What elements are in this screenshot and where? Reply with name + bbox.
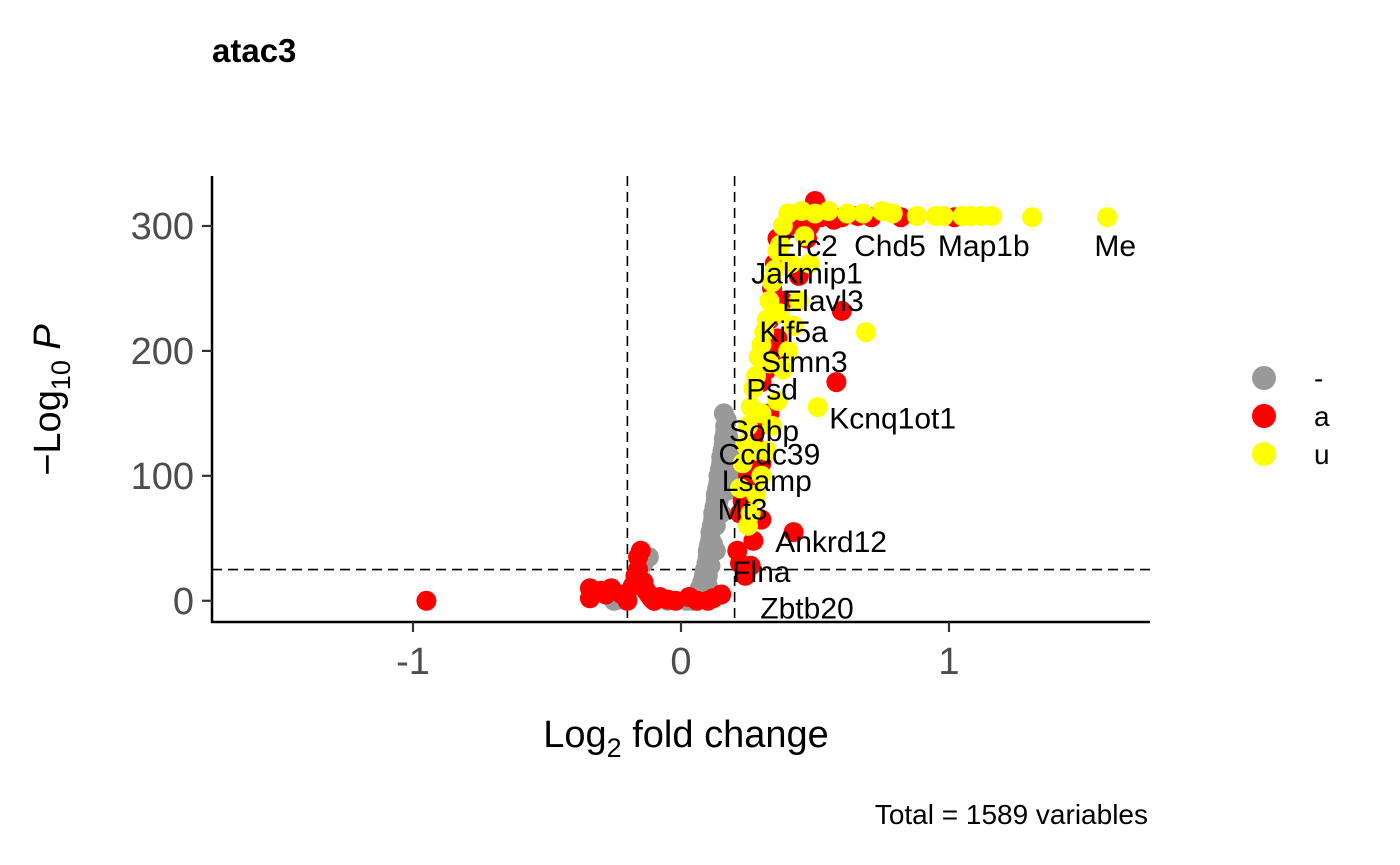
gene-label: Flna: [732, 556, 791, 589]
legend-label: a: [1314, 401, 1330, 432]
data-point: [767, 390, 788, 411]
y-tick-label: 100: [131, 456, 194, 498]
gene-label: Zbtb20: [760, 592, 853, 625]
data-point: [826, 372, 847, 393]
data-point: [751, 403, 772, 424]
x-axis-title: Log2 fold change: [543, 714, 829, 763]
data-point: [981, 206, 1002, 226]
axis-ticks: -1 0 1 0 100 200 300: [131, 206, 960, 683]
data-point: [717, 425, 738, 446]
data-point: [778, 340, 799, 361]
data-point: [764, 259, 785, 280]
data-point: [759, 353, 780, 374]
data-point: [732, 453, 753, 474]
data-point: [617, 590, 638, 611]
gene-label: Map1b: [938, 230, 1030, 263]
gene-label: Ankrd12: [775, 526, 887, 559]
data-point: [933, 206, 954, 226]
data-point: [770, 234, 791, 255]
gene-label: Lsamp: [722, 465, 812, 498]
gene-label: Psd: [746, 374, 798, 407]
data-point: [906, 206, 927, 226]
data-point: [882, 203, 903, 224]
data-point: [738, 515, 758, 536]
data-point: [855, 322, 876, 343]
gene-label: Erc2: [776, 230, 838, 263]
data-point: [738, 415, 758, 436]
data-points: [416, 191, 1118, 611]
data-point: [794, 226, 815, 246]
data-point: [700, 555, 721, 576]
gene-label: Chd5: [854, 230, 926, 263]
caption: Total = 1589 variables: [875, 799, 1148, 830]
data-point: [416, 590, 437, 611]
gene-label: Kif5a: [759, 316, 828, 349]
data-point: [746, 484, 766, 505]
gene-label: Elavl3: [782, 285, 864, 318]
legend-key: [1252, 366, 1276, 390]
data-point: [831, 300, 852, 321]
data-point: [1097, 207, 1118, 228]
data-point: [711, 503, 732, 524]
data-point: [705, 540, 726, 561]
x-tick-label: -1: [396, 641, 430, 683]
data-point: [1022, 207, 1043, 228]
data-point: [783, 315, 804, 336]
gene-label: Me: [1094, 230, 1136, 263]
data-point: [751, 465, 772, 486]
data-point: [746, 365, 766, 386]
gene-label: Stmn3: [761, 346, 848, 379]
data-point: [788, 290, 809, 311]
legend-key: [1252, 442, 1276, 466]
gene-label: Mt3: [718, 494, 768, 527]
data-point: [780, 253, 801, 274]
data-point: [711, 584, 732, 605]
data-point: [818, 201, 839, 221]
data-point: [853, 203, 874, 224]
data-point: [799, 253, 820, 274]
y-axis-title: −Log10 P: [27, 324, 76, 476]
data-point: [746, 440, 766, 461]
gene-label: Kcnq1ot1: [829, 402, 956, 435]
data-point: [783, 522, 804, 543]
chart-title: atac3: [212, 32, 296, 69]
x-tick-label: 1: [938, 641, 959, 683]
y-tick-label: 0: [173, 581, 194, 623]
y-tick-label: 200: [131, 331, 194, 373]
data-point: [630, 540, 651, 561]
legend: - au: [1252, 363, 1330, 470]
data-point: [743, 530, 764, 551]
gene-labels: Erc2 Chd5 Map1b Me Jakmip1Elavl3Kif5aStmn3Ps…: [718, 230, 1136, 625]
data-point: [770, 303, 791, 324]
data-point: [807, 397, 828, 418]
data-point: [740, 555, 761, 576]
gene-label: Ccdc39: [719, 439, 821, 472]
legend-key: [1252, 404, 1276, 428]
data-point: [713, 403, 734, 424]
legend-label: -: [1314, 363, 1323, 394]
gene-label: Jakmip1: [751, 257, 863, 290]
legend-label: u: [1314, 439, 1330, 470]
x-tick-label: 0: [670, 641, 691, 683]
y-tick-label: 300: [131, 206, 194, 248]
gene-label: Sobp: [729, 415, 799, 448]
data-point: [837, 203, 858, 224]
data-point: [730, 478, 750, 499]
